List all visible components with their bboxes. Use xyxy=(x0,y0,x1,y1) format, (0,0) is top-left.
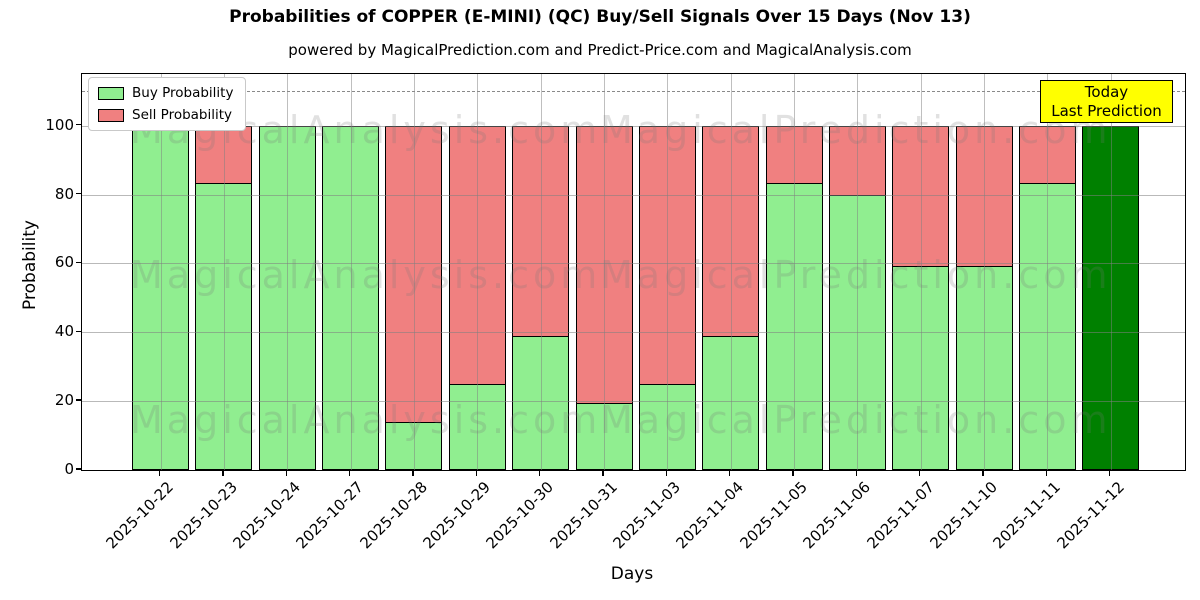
x-axis-label: Days xyxy=(610,564,654,584)
vertical-gridline xyxy=(920,74,922,470)
x-tick-label: 2025-10-23 xyxy=(166,478,241,553)
watermark-analysis: MagicalAnalysis.com xyxy=(130,253,602,297)
horizontal-gridline xyxy=(82,125,1185,127)
x-tick-mark xyxy=(982,470,984,476)
sell-swatch-icon xyxy=(98,108,124,122)
plot-area xyxy=(81,73,1186,471)
x-tick-mark xyxy=(285,470,287,476)
vertical-gridline xyxy=(794,74,795,470)
x-tick-mark xyxy=(158,470,161,476)
legend-entry-sell: Sell Probability xyxy=(98,107,233,123)
watermark-prediction: MagicalPrediction.com xyxy=(600,398,1112,442)
x-tick-label: 2025-11-04 xyxy=(672,478,748,553)
x-tick-label: 2025-11-06 xyxy=(799,478,875,553)
buy-swatch-icon xyxy=(98,86,124,100)
horizontal-gridline xyxy=(82,263,1185,265)
y-tick-mark xyxy=(76,192,81,195)
vertical-gridline xyxy=(1047,74,1049,470)
horizontal-gridline xyxy=(82,194,1185,196)
legend-entry-buy: Buy Probability xyxy=(98,85,233,101)
x-tick-mark xyxy=(855,470,857,476)
x-tick-mark xyxy=(222,470,224,476)
watermark-prediction: MagicalPrediction.com xyxy=(600,108,1112,152)
vertical-gridline xyxy=(223,74,225,470)
y-tick-label: 100 xyxy=(45,115,74,134)
y-tick-mark xyxy=(76,261,81,264)
vertical-gridline xyxy=(984,74,986,470)
watermark-analysis: MagicalAnalysis.com xyxy=(130,398,602,442)
vertical-gridline xyxy=(1110,74,1112,470)
legend-buy-label: Buy Probability xyxy=(132,85,234,101)
x-tick-label: 2025-10-31 xyxy=(546,478,621,553)
y-tick-mark xyxy=(76,124,81,126)
x-tick-label: 2025-11-11 xyxy=(989,478,1065,553)
watermark-prediction: MagicalPrediction.com xyxy=(600,253,1112,297)
x-tick-mark xyxy=(412,470,414,476)
y-tick-label: 60 xyxy=(54,253,74,272)
horizontal-gridline xyxy=(82,401,1185,403)
y-axis-label: Probability xyxy=(20,220,40,310)
x-tick-label: 2025-11-07 xyxy=(863,478,938,553)
x-tick-mark xyxy=(919,470,921,476)
vertical-gridline xyxy=(160,74,162,470)
x-tick-mark xyxy=(348,470,351,476)
y-tick-mark xyxy=(76,468,81,470)
x-tick-mark xyxy=(475,470,477,476)
x-tick-label: 2025-10-22 xyxy=(102,478,178,553)
vertical-gridline xyxy=(413,74,415,470)
today-last-prediction-badge: Today Last Prediction xyxy=(1040,80,1173,123)
legend: Buy Probability Sell Probability xyxy=(88,77,247,131)
x-tick-mark xyxy=(602,470,604,476)
x-tick-label: 2025-10-24 xyxy=(229,478,304,553)
chart-subtitle: powered by MagicalPrediction.com and Pre… xyxy=(288,41,912,59)
y-tick-mark xyxy=(76,399,81,401)
x-tick-label: 2025-11-03 xyxy=(609,478,685,553)
x-tick-mark xyxy=(728,470,731,476)
x-tick-mark xyxy=(538,470,541,476)
x-tick-label: 2025-10-27 xyxy=(292,478,368,553)
x-tick-label: 2025-11-05 xyxy=(736,478,811,553)
x-tick-mark xyxy=(792,470,794,476)
x-tick-mark xyxy=(665,470,667,476)
x-tick-label: 2025-10-29 xyxy=(419,478,494,553)
x-tick-label: 2025-10-28 xyxy=(356,478,431,553)
legend-sell-label: Sell Probability xyxy=(132,107,233,123)
vertical-gridline xyxy=(287,74,289,470)
today-line: Today xyxy=(1084,82,1129,101)
chart-title: Probabilities of COPPER (E-MINI) (QC) Bu… xyxy=(229,7,971,27)
vertical-gridline xyxy=(857,74,859,470)
x-tick-mark xyxy=(1045,470,1048,476)
vertical-gridline xyxy=(350,74,352,470)
y-tick-label: 80 xyxy=(54,184,74,203)
horizontal-gridline xyxy=(82,332,1185,334)
vertical-gridline xyxy=(477,74,479,470)
x-tick-label: 2025-10-30 xyxy=(482,478,558,553)
x-tick-label: 2025-11-12 xyxy=(1053,478,1128,553)
vertical-gridline xyxy=(604,74,605,470)
y-tick-label: 0 xyxy=(64,460,74,478)
vertical-gridline xyxy=(730,74,732,470)
y-tick-label: 40 xyxy=(54,322,74,341)
last-prediction-line: Last Prediction xyxy=(1051,101,1162,120)
x-tick-mark xyxy=(1109,470,1111,476)
dashed-upper-line xyxy=(82,91,1185,93)
x-tick-label: 2025-11-10 xyxy=(926,478,1001,553)
vertical-gridline xyxy=(667,74,669,470)
y-tick-label: 20 xyxy=(54,391,74,410)
y-tick-mark xyxy=(76,330,81,332)
vertical-gridline xyxy=(540,74,542,470)
